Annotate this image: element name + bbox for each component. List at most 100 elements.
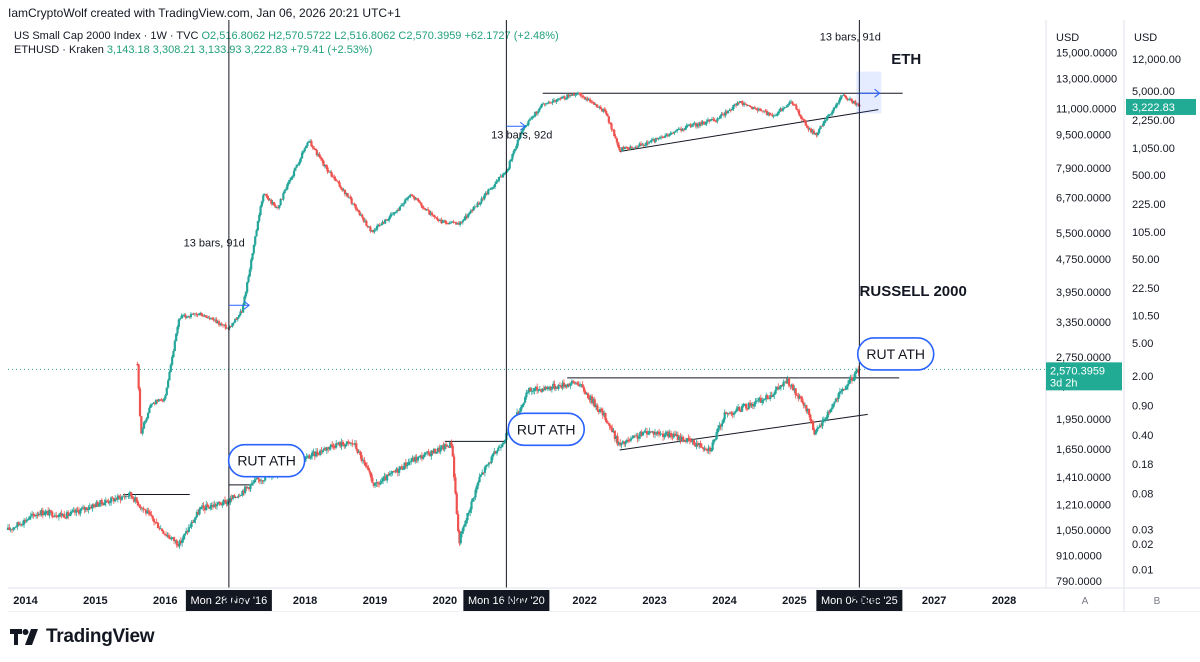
candle-down — [224, 324, 227, 329]
candle-down — [605, 420, 608, 423]
candle-down — [397, 210, 400, 211]
legend-row-rut[interactable]: US Small Cap 2000 Index · 1W · TVC O2,51… — [14, 29, 559, 43]
candle-up — [379, 482, 382, 485]
candle-down — [696, 443, 699, 446]
candle-up — [164, 395, 167, 399]
candle-up — [286, 184, 289, 190]
candle-up — [283, 190, 286, 194]
candle-up — [256, 221, 259, 231]
candle-up — [629, 146, 632, 149]
candle-down — [158, 399, 162, 401]
candle-down — [359, 451, 362, 456]
candle-up — [172, 350, 175, 357]
candle-up — [592, 399, 595, 404]
candle-down — [661, 136, 664, 138]
candle-up — [183, 533, 186, 536]
candle-down — [8, 527, 11, 530]
candle-up — [826, 411, 829, 418]
price-chart[interactable]: Mon 28 Nov '16 Mon 16 Nov '20 Mon 08 Dec '… — [0, 20, 1200, 612]
candle-up — [855, 103, 858, 105]
candle-up — [578, 385, 582, 387]
candle-down — [796, 109, 799, 111]
candle-up — [566, 94, 569, 99]
candle-down — [205, 316, 209, 318]
candle-down — [36, 514, 39, 516]
candle-down — [614, 136, 617, 139]
candle-down — [820, 425, 823, 427]
candle-down — [440, 219, 443, 224]
candle-up — [718, 425, 721, 429]
tradingview-logo[interactable]: TradingView — [10, 626, 155, 648]
candle-up — [527, 120, 530, 125]
candle-down — [751, 404, 754, 407]
candle-down — [450, 442, 453, 446]
candle-up — [229, 498, 232, 503]
candle-up — [852, 101, 856, 104]
candle-up — [704, 123, 707, 125]
candle-up — [205, 504, 208, 511]
candle-up — [68, 514, 71, 516]
candle-up — [181, 540, 184, 544]
candle-up — [515, 145, 518, 149]
candle-down — [455, 222, 458, 225]
candle-down — [444, 444, 448, 447]
candle-down — [804, 121, 807, 126]
candle-up — [485, 465, 488, 468]
candle-down — [324, 448, 327, 451]
candle-down — [689, 124, 692, 127]
candle-down — [56, 516, 59, 518]
candle-up — [562, 96, 565, 98]
candle-up — [526, 392, 529, 394]
candle-up — [564, 385, 567, 387]
candle-up — [712, 439, 716, 443]
candle-up — [178, 541, 181, 547]
candle-down — [418, 201, 422, 203]
candle-up — [849, 377, 852, 381]
candle-up — [386, 474, 389, 481]
candle-up — [720, 423, 724, 427]
candle-down — [625, 146, 628, 148]
candle-up — [575, 94, 578, 96]
date-badge-label: Mon 08 Dec '25 — [821, 595, 898, 607]
candle-down — [355, 208, 359, 211]
measure-arrowhead — [874, 88, 881, 98]
candle-down — [413, 196, 416, 200]
candle-down — [361, 214, 364, 218]
candle-up — [743, 403, 746, 405]
candle-up — [361, 460, 365, 461]
candle-down — [794, 388, 797, 396]
candle-down — [646, 142, 649, 144]
candle-up — [199, 507, 203, 510]
candle-down — [548, 102, 552, 104]
candle-up — [645, 142, 648, 146]
candle-down — [229, 326, 233, 327]
candle-down — [404, 462, 407, 467]
candle-up — [781, 108, 785, 111]
candle-down — [356, 449, 359, 453]
candle-up — [306, 455, 310, 457]
candle-up — [190, 522, 193, 527]
candle-up — [845, 386, 848, 390]
candle-down — [708, 119, 711, 122]
candle-up — [255, 230, 258, 237]
candle-up — [26, 519, 30, 521]
candle-down — [445, 223, 448, 224]
candle-up — [818, 128, 821, 133]
candle-up — [701, 121, 704, 125]
candle-up — [250, 483, 253, 485]
axis-a-tick: 1,410.0000 — [1056, 472, 1111, 484]
candle-up — [580, 384, 583, 386]
candle-up — [244, 486, 247, 494]
date-badge — [816, 590, 903, 611]
candle-down — [627, 439, 630, 441]
candle-down — [168, 537, 172, 540]
candle-up — [12, 527, 15, 530]
candle-up — [743, 103, 746, 106]
candle-up — [468, 212, 471, 215]
candle-down — [616, 436, 619, 445]
candle-up — [488, 189, 491, 191]
candle-down — [682, 128, 685, 130]
candle-up — [243, 296, 246, 305]
candle-up — [757, 108, 760, 111]
legend-row-eth[interactable]: ETHUSD · Kraken 3,143.18 3,308.21 3,133.… — [14, 43, 559, 57]
